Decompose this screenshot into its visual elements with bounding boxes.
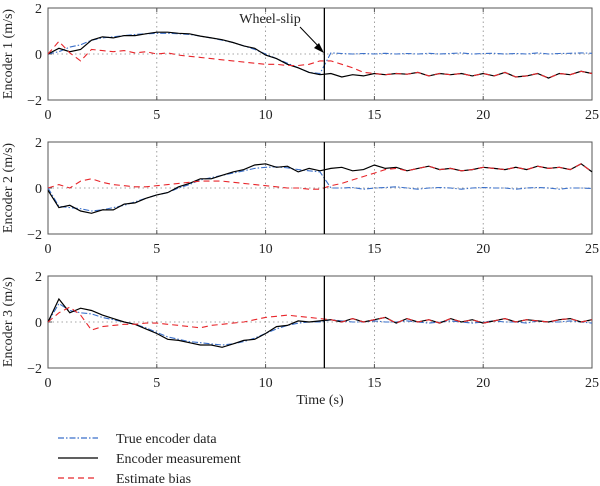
wheel-slip-label: Wheel-slip: [239, 12, 300, 27]
x-tick-label: 15: [367, 376, 381, 391]
x-tick-label: 10: [259, 108, 273, 123]
x-tick-label: 10: [259, 242, 273, 257]
series-line-encoder-measurement: [47, 297, 593, 348]
y-tick-label: 0: [35, 48, 42, 63]
x-tick-labels: 0 5 10 15 20 25: [45, 376, 600, 391]
y-tick-labels: 2 0 −2: [27, 2, 42, 109]
y-tick-label: 2: [35, 270, 42, 285]
y-tick-label: −2: [27, 94, 42, 109]
x-tick-label: 0: [45, 376, 52, 391]
y-tick-label: −2: [27, 228, 42, 243]
grid-lines: [48, 142, 592, 234]
x-tick-labels: 0 5 10 15 20 25: [45, 108, 600, 123]
legend-label-bias: Estimate bias: [116, 472, 191, 486]
panel-encoder-1: 0 5 10 15 20 25 2 0 −2 Encoder 1 (m/s): [1, 2, 599, 123]
series-lines: [47, 8, 593, 100]
panel-encoder-3: 0 5 10 15 20 25 2 0 −2 Encoder 3 (m/s) T…: [1, 270, 599, 408]
series-line-true-encoder-data: [47, 302, 593, 346]
x-tick-label: 20: [476, 108, 490, 123]
x-tick-label: 25: [585, 376, 599, 391]
x-tick-label: 10: [259, 376, 273, 391]
series-line-encoder-measurement: [47, 31, 593, 79]
x-tick-label: 5: [153, 242, 160, 257]
y-tick-label: 0: [35, 182, 42, 197]
x-tick-label: 20: [476, 376, 490, 391]
legend-label-true: True encoder data: [116, 432, 217, 447]
series-line-true-encoder-data: [47, 32, 593, 75]
y-axis-label: Encoder 2 (m/s): [1, 143, 16, 234]
series-line-estimate-bias: [47, 306, 593, 331]
x-tick-label: 25: [585, 108, 599, 123]
y-tick-label: 0: [35, 316, 42, 331]
series-line-estimate-bias: [47, 163, 593, 190]
y-tick-labels: 2 0 −2: [27, 270, 42, 377]
series-lines: [47, 142, 593, 234]
y-tick-label: −2: [27, 362, 42, 377]
y-tick-label: 2: [35, 136, 42, 151]
legend-label-measurement: Encoder measurement: [116, 452, 241, 467]
series-lines: [47, 276, 593, 368]
x-tick-label: 20: [476, 242, 490, 257]
y-axis-label: Encoder 1 (m/s): [1, 9, 16, 100]
wheel-slip-annotation: Wheel-slip: [239, 12, 324, 53]
x-tick-labels: 0 5 10 15 20 25: [45, 242, 600, 257]
series-line-estimate-bias: [47, 40, 593, 79]
x-tick-label: 15: [367, 242, 381, 257]
tick-marks: [47, 141, 593, 235]
x-tick-label: 0: [45, 108, 52, 123]
y-axis-label: Encoder 3 (m/s): [1, 277, 16, 368]
x-tick-label: 25: [585, 242, 599, 257]
x-tick-label: 5: [153, 108, 160, 123]
tick-marks: [47, 275, 593, 369]
legend: True encoder data Encoder measurement Es…: [58, 432, 241, 486]
panel-encoder-2: 0 5 10 15 20 25 2 0 −2 Encoder 2 (m/s): [1, 136, 599, 257]
x-axis-label: Time (s): [296, 393, 344, 408]
x-tick-label: 15: [367, 108, 381, 123]
series-line-true-encoder-data: [47, 166, 593, 212]
y-tick-label: 2: [35, 2, 42, 17]
wheel-slip-arrowhead: [314, 43, 324, 53]
y-tick-labels: 2 0 −2: [27, 136, 42, 243]
x-tick-label: 0: [45, 242, 52, 257]
x-tick-label: 5: [153, 376, 160, 391]
